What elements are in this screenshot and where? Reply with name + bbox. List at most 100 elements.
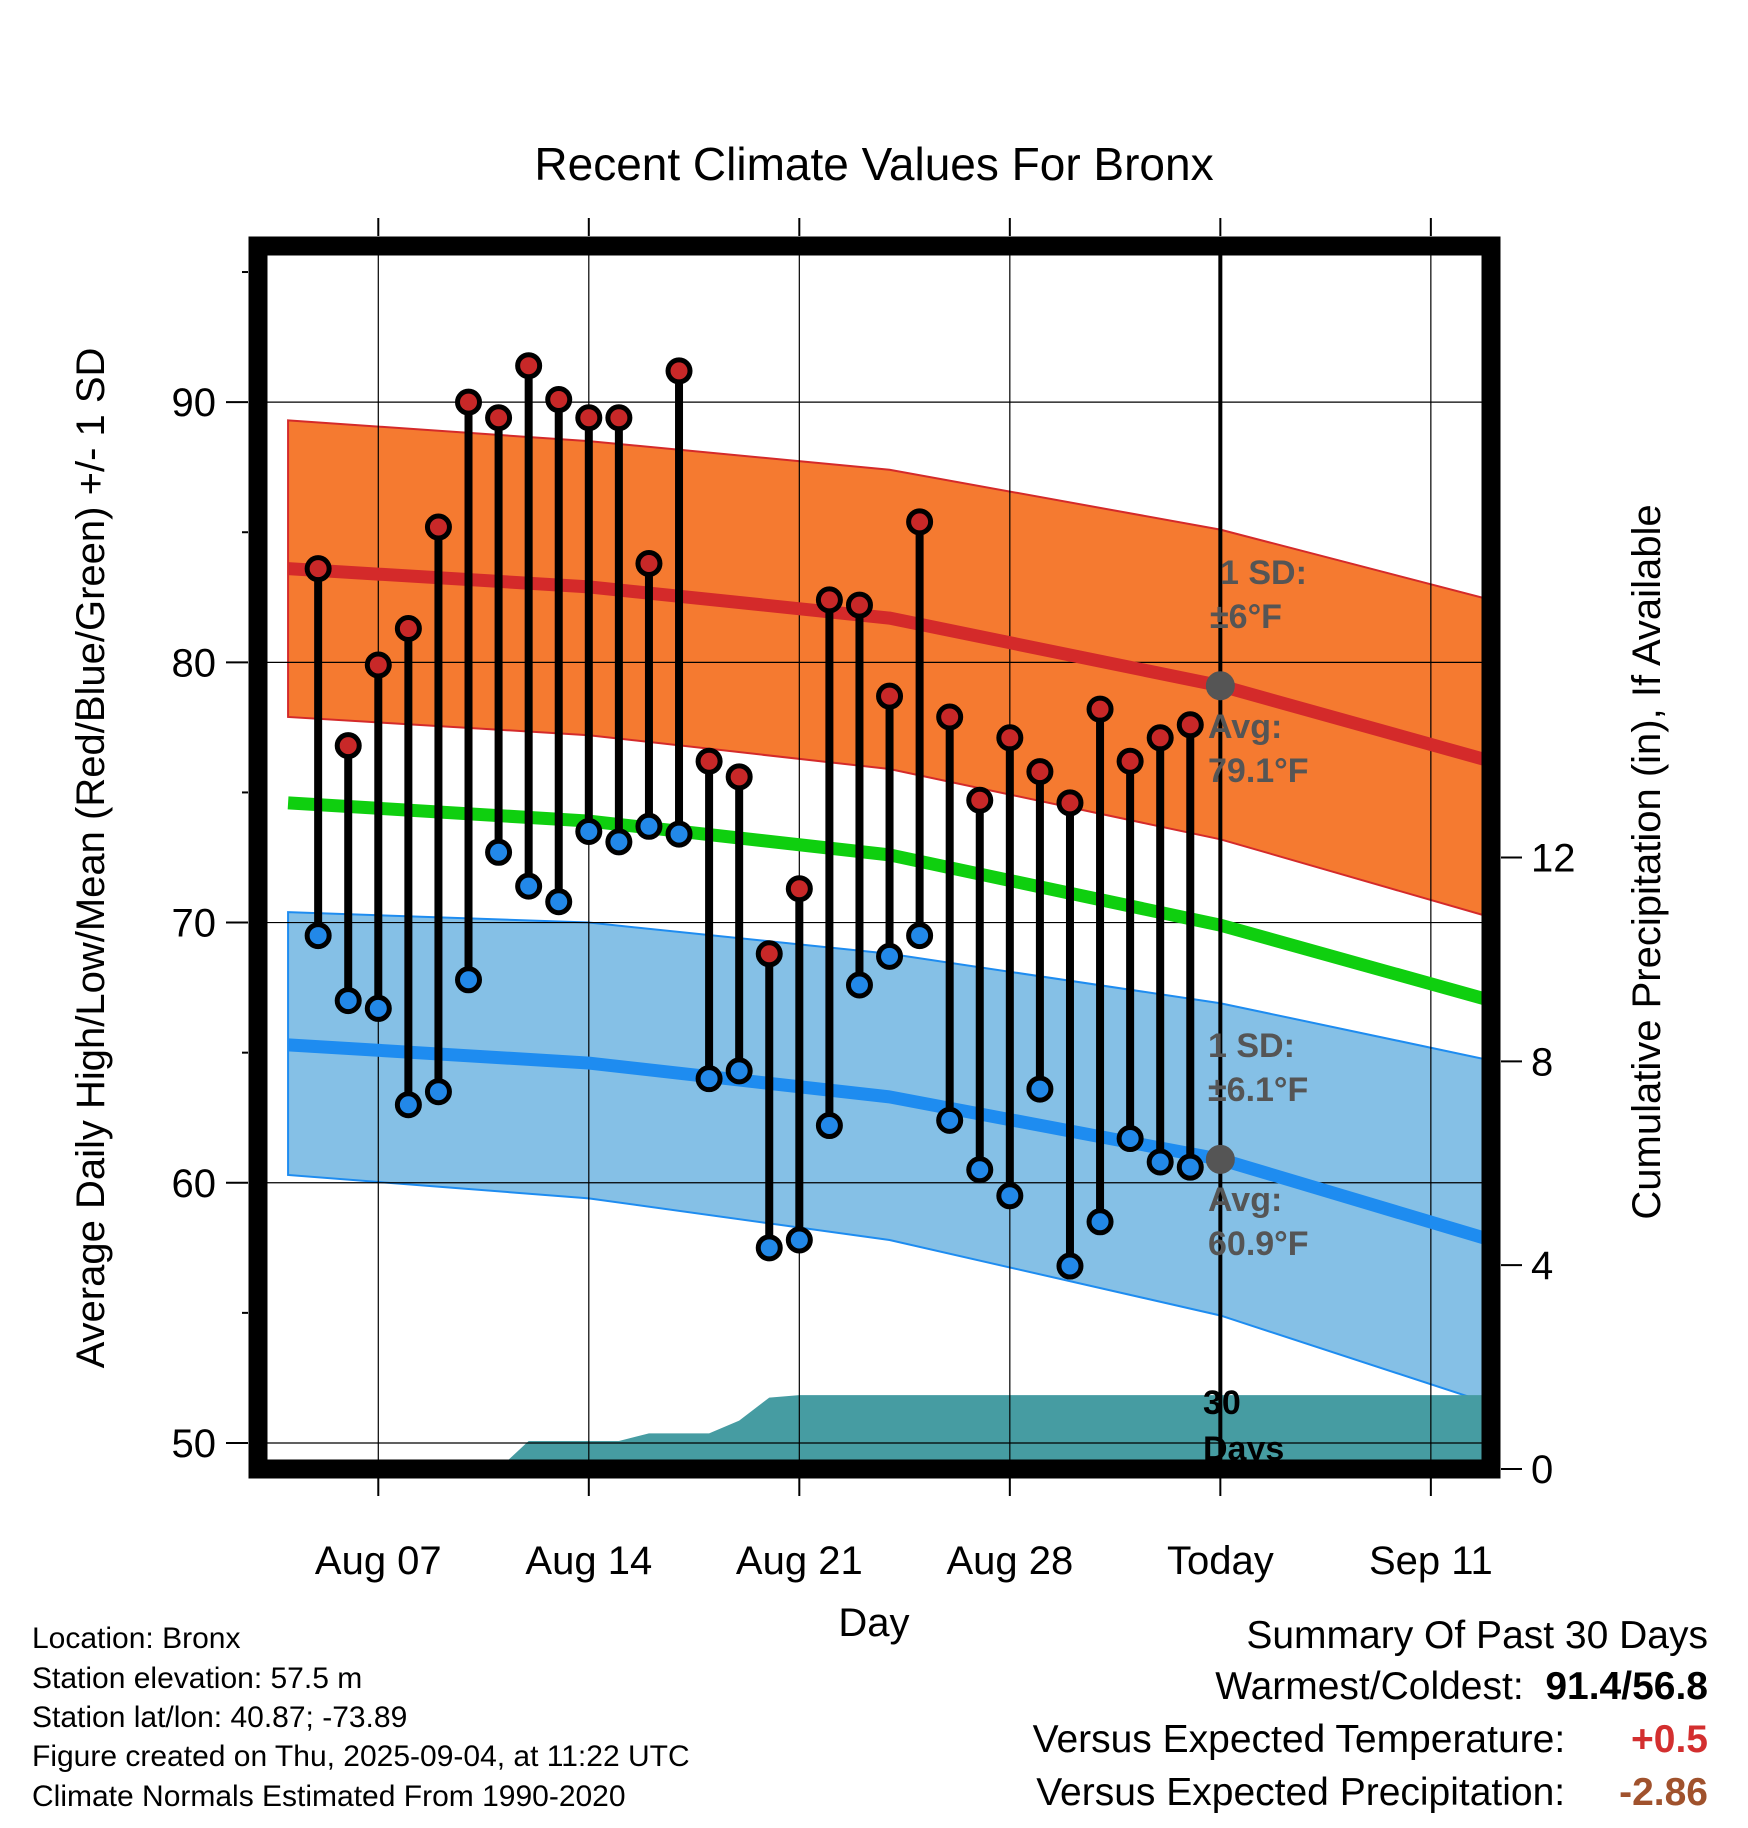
x-tick-label: Aug 21 bbox=[736, 1539, 863, 1583]
obs-high-point bbox=[665, 357, 693, 385]
summary-warm-cold-value: 91.4/56.8 bbox=[1545, 1665, 1708, 1708]
obs-low-point bbox=[996, 1182, 1024, 1210]
obs-high-point bbox=[755, 940, 783, 968]
obs-low-point bbox=[1176, 1153, 1204, 1181]
obs-high-point bbox=[1146, 724, 1174, 752]
y-tick-label: 60 bbox=[172, 1162, 217, 1206]
y2-tick-label: 12 bbox=[1531, 837, 1576, 881]
obs-high-point bbox=[815, 586, 843, 614]
obs-high-point bbox=[906, 508, 934, 536]
obs-low-point bbox=[1026, 1075, 1054, 1103]
y-tick-label: 70 bbox=[172, 902, 217, 946]
obs-high-point bbox=[364, 651, 392, 679]
y-tick-label: 50 bbox=[172, 1422, 217, 1466]
obs-low-point bbox=[334, 987, 362, 1015]
obs-high-point bbox=[334, 732, 362, 760]
obs-low-point bbox=[545, 888, 573, 916]
today-low-normal-marker bbox=[1205, 1144, 1235, 1174]
obs-high-point bbox=[515, 352, 543, 380]
y-tick-label: 90 bbox=[172, 381, 217, 425]
today-high-normal-marker bbox=[1205, 671, 1235, 701]
summary-temp-label: Versus Expected Temperature: bbox=[1032, 1718, 1566, 1761]
high-mean-line bbox=[287, 562, 1491, 768]
obs-high-point bbox=[876, 682, 904, 710]
obs-high-point bbox=[605, 404, 633, 432]
obs-high-point bbox=[785, 875, 813, 903]
annotation-low-avg-value: 60.9°F bbox=[1208, 1225, 1309, 1263]
x-tick-label: Aug 14 bbox=[525, 1539, 652, 1583]
info-location: Location: Bronx bbox=[32, 1622, 241, 1655]
info-normals: Climate Normals Estimated From 1990-2020 bbox=[32, 1780, 626, 1813]
y2-axis-label: Cumulative Precipitation (in), If Availa… bbox=[1625, 504, 1669, 1219]
obs-low-point bbox=[455, 966, 483, 994]
obs-high-point bbox=[575, 404, 603, 432]
annotation-low-avg: Avg: bbox=[1208, 1181, 1282, 1219]
summary-warm-cold-label: Warmest/Coldest: bbox=[1215, 1665, 1524, 1708]
obs-high-point bbox=[1026, 758, 1054, 786]
obs-high-point bbox=[695, 747, 723, 775]
obs-low-point bbox=[725, 1057, 753, 1085]
info-latlon: Station lat/lon: 40.87; -73.89 bbox=[32, 1701, 408, 1734]
x-tick-label: Sep 11 bbox=[1369, 1539, 1493, 1583]
summary-title: Summary Of Past 30 Days bbox=[1246, 1614, 1708, 1657]
obs-high-point bbox=[936, 703, 964, 731]
obs-high-point bbox=[1086, 695, 1114, 723]
x-tick-label: Today bbox=[1167, 1539, 1274, 1583]
obs-low-point bbox=[695, 1065, 723, 1093]
low-mean-line bbox=[287, 1038, 1491, 1247]
precip-area bbox=[498, 1395, 1491, 1469]
obs-low-point bbox=[364, 994, 392, 1022]
obs-high-point bbox=[455, 388, 483, 416]
obs-high-point bbox=[394, 615, 422, 643]
obs-low-point bbox=[605, 828, 633, 856]
annotation-high-avg: Avg: bbox=[1208, 708, 1282, 746]
obs-high-point bbox=[1056, 789, 1084, 817]
obs-low-point bbox=[1056, 1252, 1084, 1280]
obs-high-point bbox=[996, 724, 1024, 752]
summary-warm-cold: Warmest/Coldest: 91.4/56.8 bbox=[1215, 1665, 1708, 1709]
obs-high-point bbox=[1176, 711, 1204, 739]
obs-low-point bbox=[755, 1234, 783, 1262]
obs-low-point bbox=[936, 1106, 964, 1134]
obs-low-point bbox=[876, 942, 904, 970]
obs-high-point bbox=[304, 555, 332, 583]
obs-high-point bbox=[485, 404, 513, 432]
x-axis-label: Day bbox=[838, 1601, 909, 1645]
plot-area bbox=[258, 246, 1491, 1469]
obs-high-point bbox=[966, 786, 994, 814]
y-tick-label: 80 bbox=[172, 641, 217, 685]
summary-precipitation: Versus Expected Precipitation: -2.86 bbox=[1036, 1771, 1708, 1815]
annotation-high-sd-value: ±6°F bbox=[1210, 598, 1282, 636]
obs-low-point bbox=[424, 1078, 452, 1106]
x-tick-label: Aug 07 bbox=[315, 1539, 442, 1583]
x-tick-label: Aug 28 bbox=[946, 1539, 1073, 1583]
chart-title: Recent Climate Values For Bronx bbox=[534, 138, 1213, 190]
obs-high-point bbox=[725, 763, 753, 791]
summary-precip-label: Versus Expected Precipitation: bbox=[1036, 1771, 1566, 1814]
annotation-high-sd: 1 SD: bbox=[1220, 554, 1307, 592]
obs-low-point bbox=[575, 817, 603, 845]
obs-low-point bbox=[906, 922, 934, 950]
obs-low-point bbox=[815, 1112, 843, 1140]
obs-high-point bbox=[635, 549, 663, 577]
summary-temperature: Versus Expected Temperature: +0.5 bbox=[1033, 1718, 1708, 1762]
obs-low-point bbox=[394, 1091, 422, 1119]
obs-low-point bbox=[635, 812, 663, 840]
obs-low-point bbox=[1116, 1125, 1144, 1153]
summary-precip-value: -2.86 bbox=[1619, 1771, 1708, 1814]
obs-low-point bbox=[966, 1156, 994, 1184]
obs-low-point bbox=[304, 922, 332, 950]
obs-high-point bbox=[545, 386, 573, 414]
obs-low-point bbox=[515, 872, 543, 900]
obs-low-point bbox=[665, 820, 693, 848]
obs-low-point bbox=[485, 838, 513, 866]
y-axis-label: Average Daily High/Low/Mean (Red/Blue/Gr… bbox=[69, 348, 113, 1369]
y2-tick-label: 0 bbox=[1531, 1448, 1553, 1492]
obs-low-point bbox=[1146, 1148, 1174, 1176]
y2-tick-label: 4 bbox=[1531, 1244, 1553, 1288]
obs-low-point bbox=[785, 1226, 813, 1254]
info-created: Figure created on Thu, 2025-09-04, at 11… bbox=[32, 1740, 690, 1773]
annotation-high-avg-value: 79.1°F bbox=[1208, 752, 1309, 790]
obs-high-point bbox=[845, 591, 873, 619]
